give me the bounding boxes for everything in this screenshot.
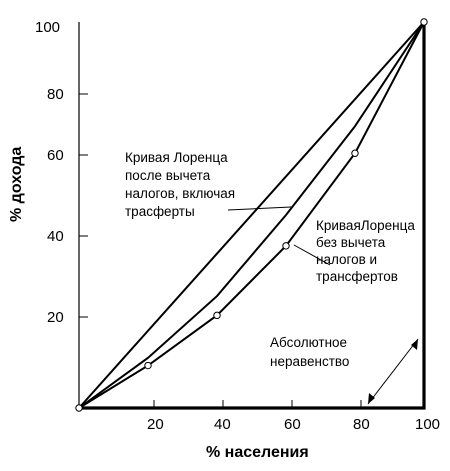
data-point-marker (213, 311, 221, 320)
data-markers (75, 18, 428, 412)
lorenz-curve-after-taxes (78, 21, 425, 409)
annotation-line: налогов, включая (125, 186, 235, 201)
annotation-after-taxes: Кривая Лоренца после вычета налогов, вкл… (125, 150, 239, 219)
data-point-marker (75, 404, 83, 412)
annotation-line: Абсолютное (270, 335, 347, 350)
annotation-line: неравенство (270, 354, 349, 369)
annotation-line: Кривая Лоренца (125, 150, 228, 165)
pointer-after-taxes (227, 206, 292, 211)
x-tick-label: 100 (415, 416, 440, 433)
arrowhead-icon (368, 393, 375, 404)
annotation-line: КриваяЛоренца (316, 218, 415, 233)
annotation-line: налогов и (316, 252, 377, 267)
lorenz-curve-before-taxes (78, 21, 425, 409)
annotation-line: без вычета (316, 235, 386, 250)
pointer-before-taxes (293, 244, 331, 266)
y-tick-label: 80 (47, 86, 64, 103)
annotation-line: после вычета (125, 168, 211, 183)
data-point-marker (282, 242, 290, 250)
y-tick-label: 100 (35, 19, 60, 36)
y-tick-label: 60 (47, 147, 64, 164)
x-tick-label: 20 (147, 416, 164, 433)
x-tick-label: 60 (284, 416, 301, 433)
equality-line (78, 21, 425, 409)
annotation-absolute: Абсолютное неравенство (270, 335, 351, 369)
y-tick-label: 20 (47, 309, 64, 326)
y-tick-label: 40 (47, 228, 64, 245)
data-point-marker (351, 149, 359, 157)
annotation-line: трасферты (125, 204, 195, 219)
annotation-line: трансфертов (316, 269, 398, 284)
absolute-inequality-line (79, 22, 426, 410)
x-tick-label: 80 (353, 416, 370, 433)
x-axis-label: % населения (206, 444, 309, 461)
x-tick-label: 40 (214, 416, 231, 433)
data-point-marker (144, 361, 152, 370)
data-point-marker (420, 18, 428, 26)
y-ticks: 20 40 60 80 100 (35, 19, 88, 326)
x-ticks: 20 40 60 80 100 (147, 400, 440, 433)
annotation-before-taxes: КриваяЛоренца без вычета налогов и транс… (316, 218, 419, 284)
y-axis-label: % дохода (8, 147, 25, 222)
pointer-absolute-arrow (367, 338, 419, 405)
arrowhead-icon (411, 339, 418, 350)
